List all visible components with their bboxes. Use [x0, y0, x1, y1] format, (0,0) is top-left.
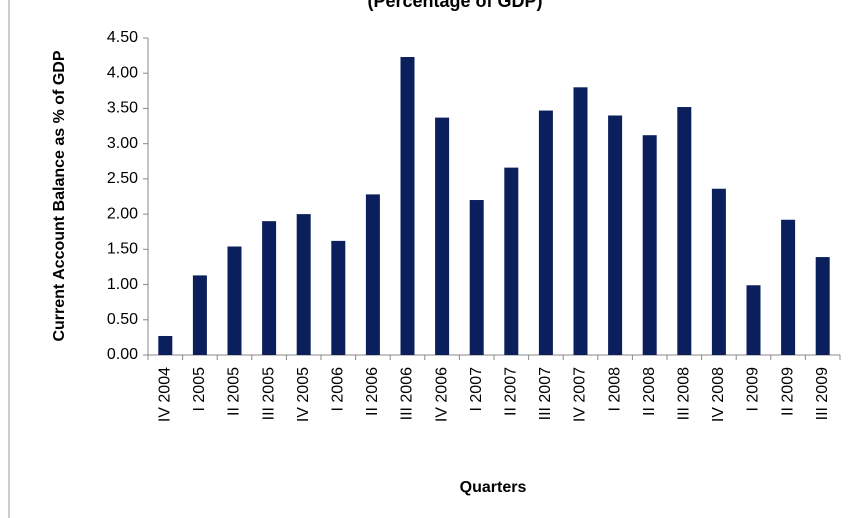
bar — [504, 167, 519, 355]
bar — [642, 135, 657, 355]
x-tick-label: II 2006 — [364, 367, 381, 416]
x-tick-label: I 2007 — [468, 367, 485, 412]
x-tick-label: II 2007 — [503, 367, 520, 416]
y-tick-label: 0.00 — [107, 346, 138, 363]
bar — [331, 240, 346, 355]
bar — [815, 257, 830, 355]
bar — [608, 115, 623, 355]
bar — [677, 107, 692, 355]
x-tick-label: IV 2005 — [295, 367, 312, 422]
x-tick-label: I 2005 — [191, 367, 208, 412]
x-tick-label: III 2007 — [537, 367, 554, 420]
x-tick-label: III 2009 — [814, 367, 831, 420]
bar — [365, 194, 380, 355]
bar — [746, 285, 761, 355]
x-tick-label: III 2005 — [260, 367, 277, 420]
bar — [296, 214, 311, 355]
x-tick-label: IV 2004 — [157, 367, 174, 422]
bar — [711, 188, 726, 355]
chart-title: (Percentage of GDP) — [367, 0, 542, 11]
x-tick-label: II 2009 — [779, 367, 796, 416]
x-tick-label: III 2008 — [676, 367, 693, 420]
y-tick-label: 2.50 — [107, 170, 138, 187]
bar — [469, 200, 484, 355]
x-tick-label: III 2006 — [399, 367, 416, 420]
x-tick-label: I 2009 — [745, 367, 762, 412]
bar — [227, 246, 242, 355]
y-tick-label: 1.00 — [107, 276, 138, 293]
x-tick-label: I 2008 — [606, 367, 623, 412]
bar — [192, 275, 207, 355]
y-tick-label: 1.50 — [107, 241, 138, 258]
y-tick-label: 3.50 — [107, 100, 138, 117]
chart-frame — [8, 0, 10, 518]
y-axis-label: Current Account Balance as % of GDP — [51, 50, 68, 341]
bar — [158, 335, 173, 355]
bar — [573, 87, 588, 356]
x-tick-label: IV 2007 — [572, 367, 589, 422]
bar — [400, 57, 415, 356]
bar — [262, 221, 277, 355]
x-tick-label: IV 2006 — [433, 367, 450, 422]
x-tick-label: II 2008 — [641, 367, 658, 416]
y-tick-label: 0.50 — [107, 311, 138, 328]
x-axis-label: Quarters — [460, 479, 527, 496]
y-tick-label: 4.00 — [107, 64, 138, 81]
y-tick-label: 2.00 — [107, 205, 138, 222]
y-tick-label: 3.00 — [107, 135, 138, 152]
bar — [538, 110, 553, 356]
x-tick-label: IV 2008 — [710, 367, 727, 422]
x-tick-label: II 2005 — [226, 367, 243, 416]
bar — [435, 117, 450, 355]
y-tick-label: 4.50 — [107, 29, 138, 46]
bar — [781, 219, 796, 355]
x-tick-label: I 2006 — [330, 367, 347, 412]
